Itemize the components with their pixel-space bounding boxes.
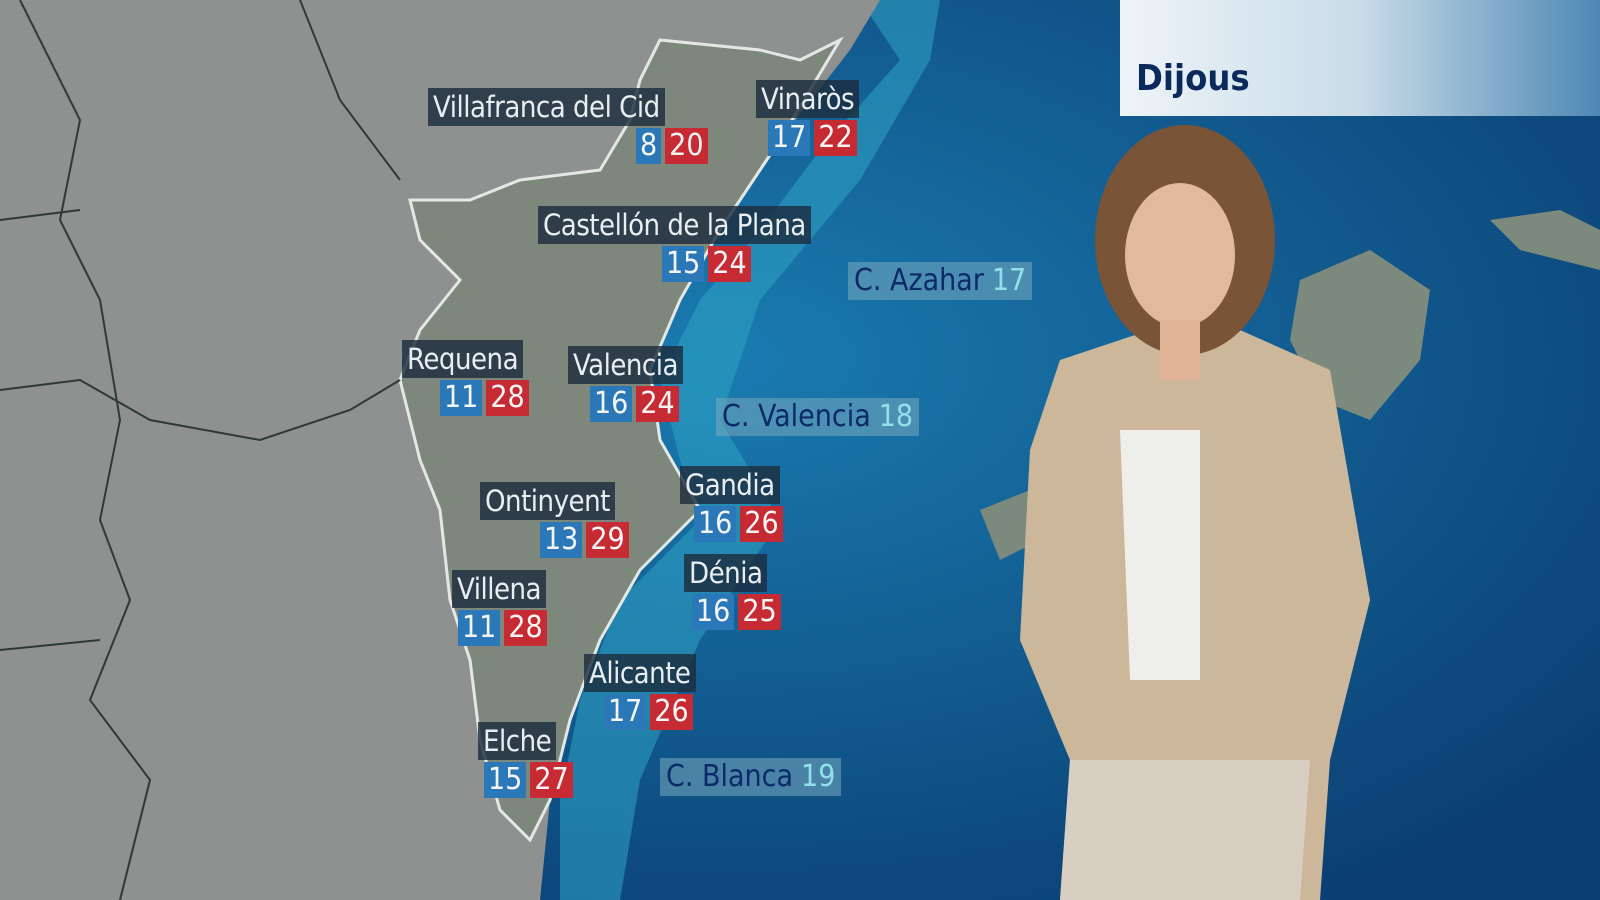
city-ontinyent: Ontinyent 13 29 — [480, 482, 629, 558]
city-name: Vinaròs — [756, 80, 860, 118]
max-temp: 28 — [486, 380, 529, 416]
min-temp: 11 — [458, 610, 501, 646]
max-temp: 22 — [814, 120, 857, 156]
city-name: Alicante — [584, 654, 696, 692]
presenter — [1020, 125, 1370, 900]
min-temp: 13 — [540, 522, 583, 558]
sea-zone-name: C. Azahar — [854, 263, 984, 298]
city-denia: Dénia 16 25 — [684, 554, 781, 630]
land-ibiza — [980, 490, 1040, 560]
max-temp: 20 — [665, 128, 708, 164]
min-temp: 15 — [484, 762, 527, 798]
city-name: Elche — [478, 722, 557, 760]
city-name: Ontinyent — [480, 482, 615, 520]
city-gandia: Gandia 16 26 — [680, 466, 783, 542]
land-menorca — [1490, 210, 1600, 270]
city-castellon-de-la-plana: Castellón de la Plana 15 24 — [538, 206, 811, 282]
sea-temp: 18 — [878, 399, 914, 434]
max-temp: 26 — [740, 506, 783, 542]
min-temp: 8 — [636, 128, 662, 164]
max-temp: 27 — [530, 762, 573, 798]
city-elche: Elche 15 27 — [478, 722, 573, 798]
min-temp: 17 — [604, 694, 647, 730]
city-valencia: Valencia 16 24 — [568, 346, 684, 422]
sea-temp: 19 — [801, 759, 836, 794]
min-temp: 16 — [590, 386, 633, 422]
max-temp: 24 — [636, 386, 679, 422]
min-temp: 16 — [694, 506, 737, 542]
province-borders — [0, 0, 401, 900]
min-temp: 16 — [692, 594, 735, 630]
max-temp: 29 — [586, 522, 629, 558]
max-temp: 25 — [738, 594, 781, 630]
city-villena: Villena 11 28 — [452, 570, 547, 646]
city-name: Villafranca del Cid — [428, 88, 665, 126]
day-label: Dijous — [1136, 58, 1250, 99]
day-banner: Dijous — [1120, 0, 1600, 116]
sea-zone-c-azahar: C. Azahar 17 — [848, 262, 1033, 300]
sea-zone-name: C. Valencia — [722, 399, 871, 434]
city-name: Castellón de la Plana — [538, 206, 811, 244]
sea-zone-c-blanca: C. Blanca 19 — [660, 758, 842, 796]
city-name: Villena — [452, 570, 547, 608]
city-name: Gandia — [680, 466, 780, 504]
min-temp: 17 — [768, 120, 811, 156]
max-temp: 24 — [708, 246, 751, 282]
city-requena: Requena 11 28 — [402, 340, 529, 416]
city-alicante: Alicante 17 26 — [584, 654, 696, 730]
max-temp: 28 — [504, 610, 547, 646]
city-name: Valencia — [568, 346, 684, 384]
city-villafranca-del-cid: Villafranca del Cid 8 20 — [428, 88, 708, 164]
city-name: Dénia — [684, 554, 768, 592]
city-name: Requena — [402, 340, 524, 378]
max-temp: 26 — [650, 694, 693, 730]
city-vinaros: Vinaròs 17 22 — [756, 80, 860, 156]
sea-temp: 17 — [991, 263, 1027, 298]
min-temp: 11 — [440, 380, 483, 416]
sea-zone-c-valencia: C. Valencia 18 — [716, 398, 920, 436]
sea-zone-name: C. Blanca — [666, 759, 794, 794]
min-temp: 15 — [662, 246, 705, 282]
